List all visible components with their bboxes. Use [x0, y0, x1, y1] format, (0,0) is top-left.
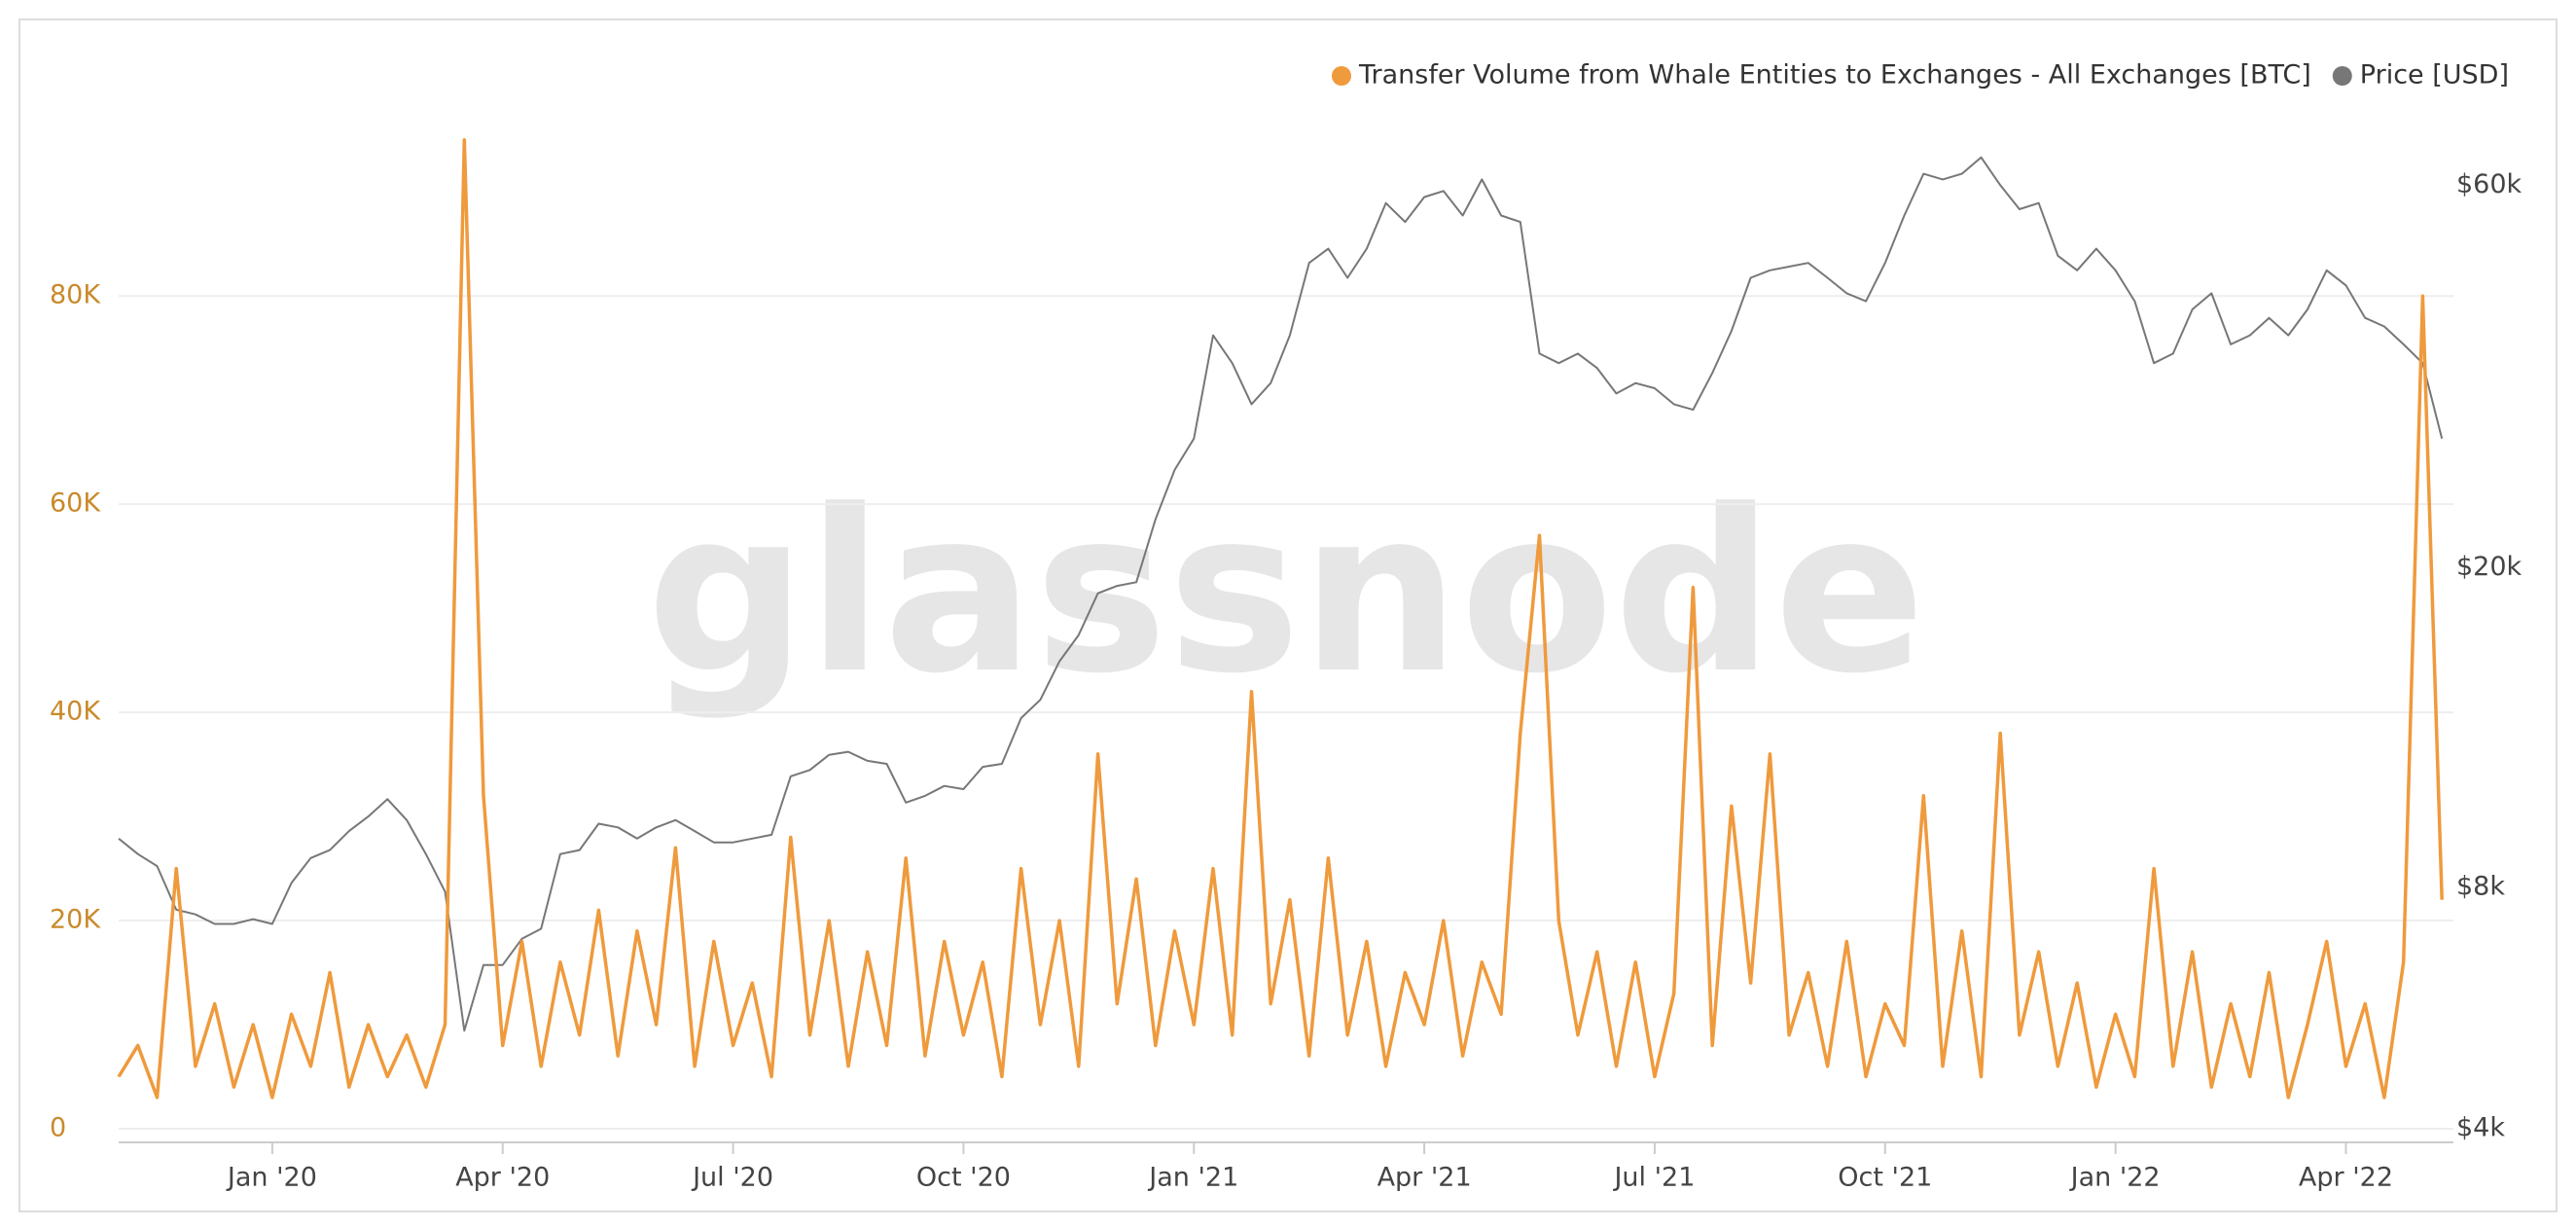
y2-tick-label: $4k	[2456, 1113, 2505, 1143]
watermark: glassnode	[647, 463, 1926, 723]
series-line	[117, 138, 2444, 1100]
legend-marker	[1331, 66, 1351, 86]
y-tick-label: 20K	[50, 905, 101, 935]
y-tick-label: 0	[50, 1113, 66, 1143]
legend-label: Price [USD]	[2360, 60, 2509, 90]
x-tick-label: Apr '20	[455, 1163, 550, 1193]
x-tick-label: Jul '21	[1612, 1163, 1695, 1193]
x-tick-label: Jan '21	[1147, 1163, 1238, 1193]
x-tick-label: Jan '22	[2069, 1163, 2161, 1193]
x-tick-label: Apr '21	[1377, 1163, 1472, 1193]
x-tick-label: Oct '21	[1838, 1163, 1932, 1193]
series-line	[118, 156, 2444, 1032]
x-tick-label: Jul '20	[691, 1163, 773, 1193]
chart-frame	[18, 18, 2558, 1212]
y2-tick-label: $8k	[2456, 871, 2505, 901]
y-tick-label: 60K	[50, 488, 101, 519]
legend-marker	[2332, 66, 2352, 86]
x-tick-label: Oct '20	[916, 1163, 1011, 1193]
x-tick-label: Apr '22	[2299, 1163, 2393, 1193]
y2-tick-label: $20k	[2456, 552, 2522, 582]
y-tick-label: 80K	[50, 280, 101, 310]
x-tick-label: Jan '20	[226, 1163, 317, 1193]
y2-tick-label: $60k	[2456, 169, 2522, 199]
y-tick-label: 40K	[50, 697, 101, 727]
legend-label: Transfer Volume from Whale Entities to E…	[1358, 60, 2311, 90]
